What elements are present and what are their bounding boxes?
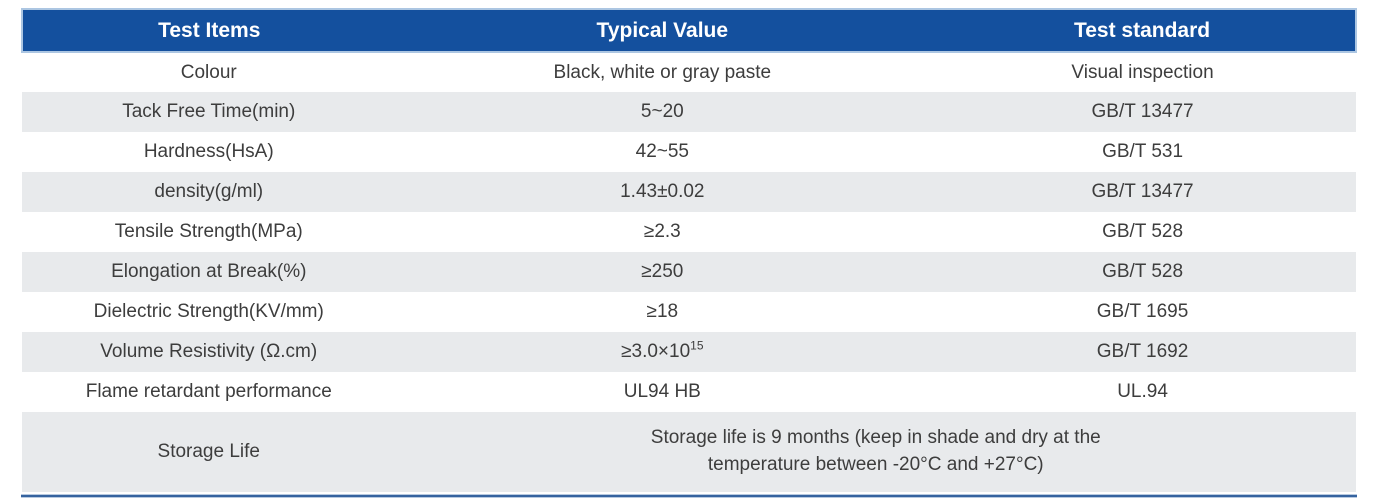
- table-row-tack-free-time: Tack Free Time(min) 5~20 GB/T 13477: [22, 92, 1356, 132]
- cell-test-item: Storage Life: [22, 412, 396, 492]
- storage-note-line-1: Storage life is 9 months (keep in shade …: [650, 427, 1101, 449]
- cell-test-standard: GB/T 13477: [929, 92, 1356, 132]
- bottom-divider: [21, 494, 1357, 498]
- cell-test-item: density(g/ml): [22, 172, 396, 212]
- cell-typical-value: ≥18: [395, 292, 930, 332]
- cell-typical-value: ≥3.0×1015: [395, 332, 930, 372]
- cell-typical-value: 42~55: [395, 132, 930, 172]
- value-base: ≥3.0×10: [621, 341, 691, 362]
- table-row-storage-life: Storage Life Storage life is 9 months (k…: [22, 412, 1356, 492]
- table-row-elongation: Elongation at Break(%) ≥250 GB/T 528: [22, 252, 1356, 292]
- cell-typical-value: 5~20: [395, 92, 930, 132]
- table-row-tensile-strength: Tensile Strength(MPa) ≥2.3 GB/T 528: [22, 212, 1356, 252]
- cell-test-standard: GB/T 528: [929, 212, 1356, 252]
- table-row-colour: Colour Black, white or gray paste Visual…: [22, 52, 1356, 92]
- cell-typical-value: UL94 HB: [395, 372, 930, 412]
- cell-storage-life-note: Storage life is 9 months (keep in shade …: [395, 412, 1356, 492]
- cell-test-item: Volume Resistivity (Ω.cm): [22, 332, 396, 372]
- header-row: Test Items Typical Value Test standard: [21, 8, 1357, 53]
- cell-test-item: Elongation at Break(%): [22, 252, 396, 292]
- cell-test-item: Dielectric Strength(KV/mm): [22, 292, 396, 332]
- cell-test-item: Tensile Strength(MPa): [22, 212, 396, 252]
- cell-typical-value: 1.43±0.02: [395, 172, 930, 212]
- column-header-test-standard: Test standard: [929, 8, 1357, 53]
- cell-test-standard: GB/T 13477: [929, 172, 1356, 212]
- table-row-hardness: Hardness(HsA) 42~55 GB/T 531: [22, 132, 1356, 172]
- table-row-dielectric-strength: Dielectric Strength(KV/mm) ≥18 GB/T 1695: [22, 292, 1356, 332]
- cell-test-standard: GB/T 1692: [929, 332, 1356, 372]
- spec-table: Test Items Typical Value Test standard C…: [21, 8, 1357, 492]
- cell-test-item: Colour: [22, 52, 396, 92]
- table-row-density: density(g/ml) 1.43±0.02 GB/T 13477: [22, 172, 1356, 212]
- cell-test-item: Tack Free Time(min): [22, 92, 396, 132]
- cell-test-standard: GB/T 531: [929, 132, 1356, 172]
- cell-typical-value: ≥250: [395, 252, 930, 292]
- cell-test-standard: UL.94: [929, 372, 1356, 412]
- cell-test-standard: GB/T 1695: [929, 292, 1356, 332]
- storage-note-line-2: temperature between -20°C and +27°C): [707, 454, 1044, 475]
- column-header-test-items: Test Items: [21, 8, 396, 53]
- cell-typical-value: Black, white or gray paste: [395, 52, 930, 92]
- column-header-typical-value: Typical Value: [395, 8, 930, 53]
- cell-test-item: Hardness(HsA): [22, 132, 396, 172]
- cell-test-standard: GB/T 528: [929, 252, 1356, 292]
- spec-table-container: Test Items Typical Value Test standard C…: [21, 8, 1357, 498]
- table-row-flame-retardant: Flame retardant performance UL94 HB UL.9…: [22, 372, 1356, 412]
- table-header: Test Items Typical Value Test standard: [21, 8, 1357, 53]
- cell-typical-value: ≥2.3: [395, 212, 930, 252]
- table-row-volume-resistivity: Volume Resistivity (Ω.cm) ≥3.0×1015 GB/T…: [22, 332, 1356, 372]
- table-body: Colour Black, white or gray paste Visual…: [22, 52, 1356, 492]
- cell-test-item: Flame retardant performance: [22, 372, 396, 412]
- cell-test-standard: Visual inspection: [929, 52, 1356, 92]
- value-exponent: 15: [690, 338, 704, 353]
